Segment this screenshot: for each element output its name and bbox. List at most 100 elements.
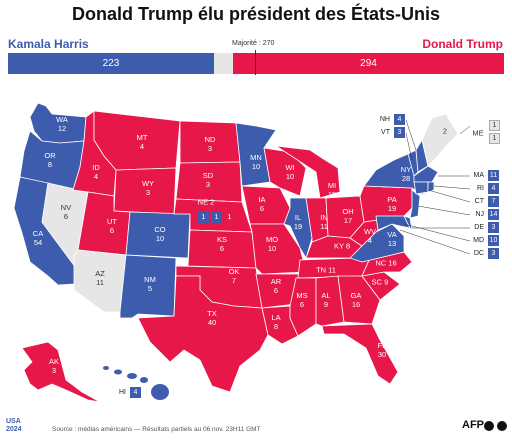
social-icon-2[interactable]	[497, 421, 507, 431]
label-CO: CO 10	[154, 225, 166, 243]
side-HI: HI 4	[108, 387, 141, 398]
afp-logo: AFP	[462, 419, 484, 431]
label-ME: ME	[472, 128, 484, 138]
label-AL: AL 9	[321, 291, 331, 309]
side-MD-value: 10	[488, 235, 499, 246]
label-AK: AK 3	[48, 357, 60, 375]
ne-district-3: 1	[224, 212, 235, 223]
side-CT: CT 7	[466, 196, 499, 207]
state-IA[interactable]	[241, 185, 291, 225]
candidate-harris-label: Kamala Harris	[8, 37, 89, 51]
side-DC-abbr: DC	[473, 250, 484, 257]
ne-districts: 1 1 1	[198, 212, 235, 223]
label-NV: NV 6	[60, 203, 72, 221]
side-NH-value: 4	[394, 114, 405, 125]
side-NH-abbr: NH	[379, 116, 390, 123]
label-OH: OH 17	[342, 207, 354, 225]
side-MA-abbr: MA	[473, 172, 485, 179]
majority-label: Majorité : 270	[232, 40, 275, 47]
candidate-trump-label: Donald Trump	[422, 37, 503, 51]
label-NM: NM 5	[144, 275, 156, 293]
side-DC-value: 3	[488, 248, 499, 259]
label-PA: PA 19	[387, 195, 397, 213]
page-title: Donald Trump élu président des États-Uni…	[71, 4, 441, 24]
state-MO[interactable]	[249, 223, 307, 275]
label-AR: AR 6	[270, 277, 282, 295]
side-MD-abbr: MD	[473, 237, 484, 244]
label-CA: CA 54	[32, 229, 44, 247]
label-TN: TN 11	[316, 265, 336, 275]
label-ID: ID 4	[92, 163, 100, 181]
label-NC: NC 16	[375, 258, 397, 268]
side-CT-value: 7	[488, 196, 499, 207]
state-AL[interactable]	[315, 275, 345, 327]
side-MA: MA 11	[466, 170, 499, 181]
state-ME[interactable]	[421, 113, 459, 167]
side-DC: DC 3	[466, 248, 499, 259]
social-icon-1[interactable]	[484, 421, 494, 431]
state-NJ[interactable]	[409, 189, 421, 219]
state-FL[interactable]	[321, 323, 399, 385]
label-MO: MO 10	[265, 235, 279, 253]
side-NJ-abbr: NJ	[475, 211, 484, 218]
maine-box-2: 1	[489, 133, 500, 144]
side-VT: VT 3	[372, 127, 405, 138]
state-MA[interactable]	[413, 165, 439, 183]
label-KS: KS 6	[216, 235, 228, 253]
source-text: Source : médias américains — Résultats p…	[52, 426, 261, 433]
state-GA[interactable]	[337, 275, 381, 325]
label-IA: IA 6	[258, 195, 266, 213]
label-UT: UT 6	[107, 217, 117, 235]
ne-district-2: 1	[211, 212, 222, 223]
side-RI: RI 4	[466, 183, 499, 194]
side-MD: MD 10	[466, 235, 499, 246]
label-IL: IL 19	[293, 213, 303, 231]
label-GA: GA 16	[350, 291, 362, 309]
label-WY: WY 3	[141, 179, 155, 197]
state-AK[interactable]	[21, 341, 101, 403]
side-NJ: NJ 14	[466, 209, 499, 220]
label-OR: OR 8	[44, 151, 56, 169]
state-CT[interactable]	[413, 181, 429, 195]
label-LA: LA 8	[271, 313, 281, 331]
label-WA: WA 12	[56, 115, 68, 133]
logo-line-2: 2024	[6, 426, 22, 433]
label-SC: SC 9	[371, 277, 389, 287]
state-MI[interactable]	[275, 145, 341, 199]
label-WV: WV 4	[363, 227, 377, 245]
ne-district-1: 1	[198, 212, 209, 223]
label-VA: VA 13	[387, 230, 397, 248]
label-MS: MS 6	[296, 291, 308, 309]
trump-votes-bar: 294	[233, 53, 504, 74]
label-NE: NE 2	[197, 197, 215, 207]
state-CO[interactable]	[125, 211, 191, 259]
side-DE: DE 3	[466, 222, 499, 233]
label-WI: WI 10	[285, 163, 295, 181]
side-NH: NH 4	[372, 114, 405, 125]
side-RI-abbr: RI	[477, 185, 484, 192]
side-HI-value: 4	[130, 387, 141, 398]
label-KY: KY 8	[333, 241, 351, 251]
side-VT-abbr: VT	[381, 129, 390, 136]
label-NY: NY 28	[400, 165, 412, 183]
label-ME2: 2	[442, 126, 448, 136]
state-TX[interactable]	[137, 275, 269, 393]
maine-box-1: 1	[489, 120, 500, 131]
label-IN: IN 11	[320, 213, 328, 231]
side-MA-value: 11	[488, 170, 499, 181]
state-HI[interactable]	[103, 366, 169, 400]
side-NJ-value: 14	[488, 209, 499, 220]
state-RI[interactable]	[427, 181, 435, 193]
usa-2024-logo: USA 2024	[6, 418, 46, 434]
label-MI: MI 15	[327, 181, 337, 199]
side-VT-value: 3	[394, 127, 405, 138]
side-CT-abbr: CT	[474, 198, 484, 205]
majority-marker	[255, 50, 256, 75]
state-NC[interactable]	[361, 251, 413, 277]
label-TX: TX 40	[207, 309, 217, 327]
logo-line-1: USA	[6, 418, 21, 425]
label-ND: ND 3	[204, 135, 216, 153]
electoral-bar: 223 294	[8, 50, 504, 75]
state-DE[interactable]	[403, 215, 413, 232]
